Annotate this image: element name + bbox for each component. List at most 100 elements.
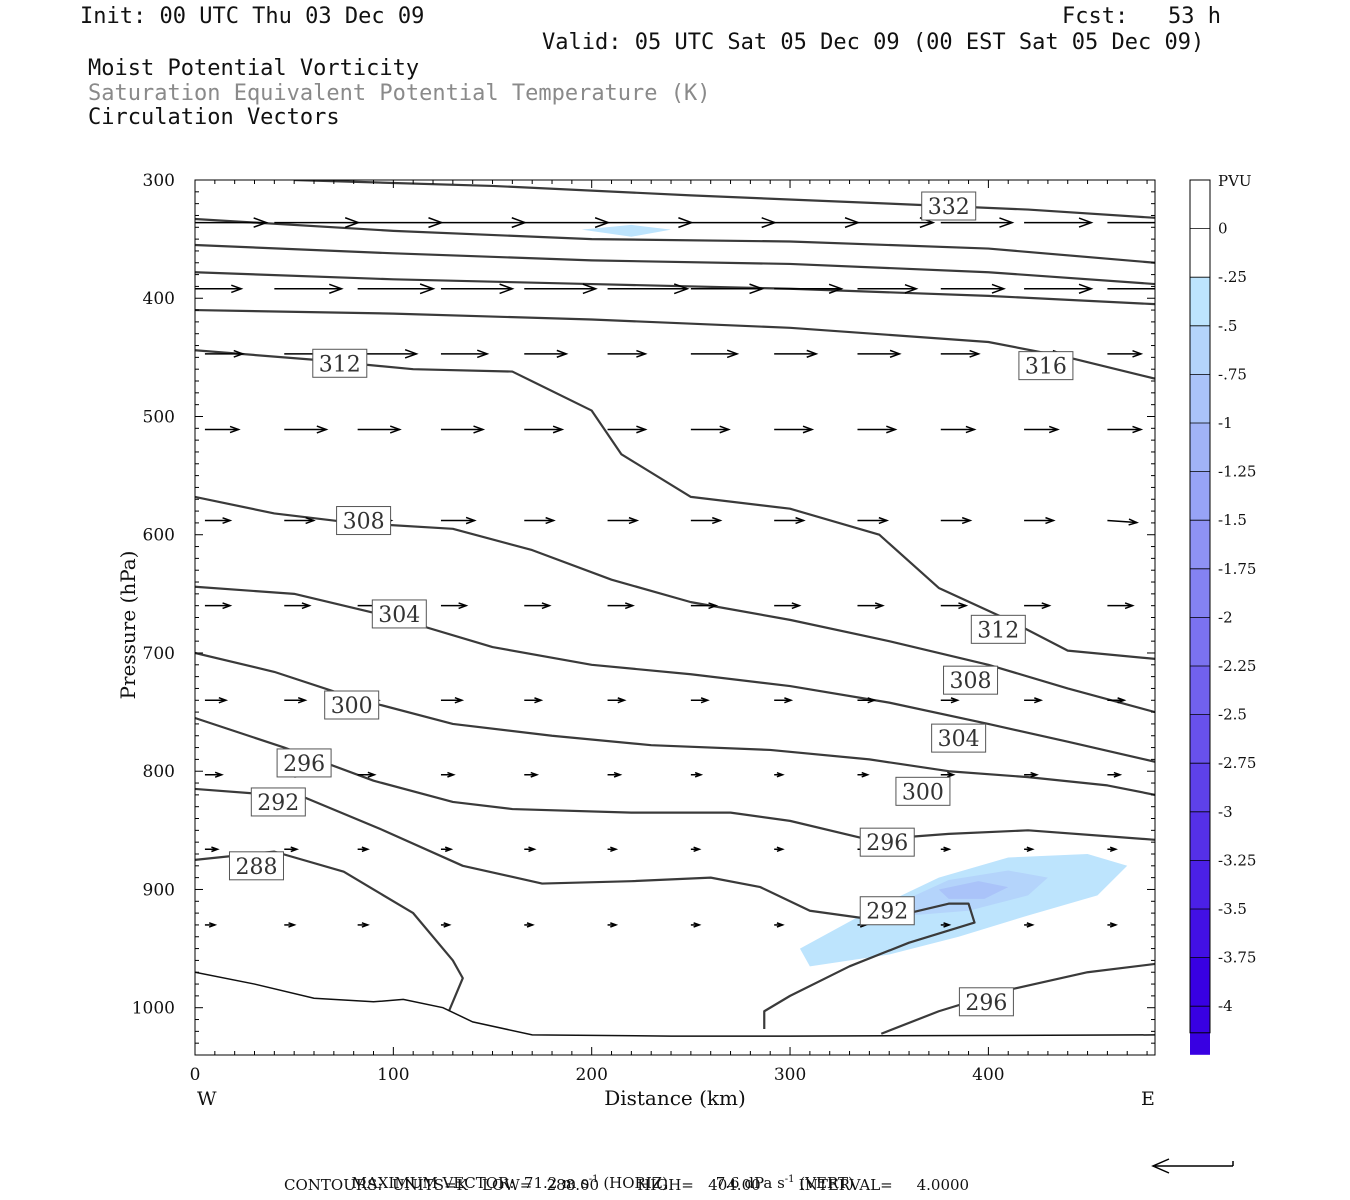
theta-contour-296 bbox=[195, 716, 1155, 841]
colorbar-swatch-15 bbox=[1190, 909, 1210, 958]
vector-r7-10 bbox=[1024, 771, 1039, 778]
vector-r6-7 bbox=[774, 697, 794, 704]
contour-label-304-box bbox=[371, 599, 427, 629]
vector-r5-7 bbox=[774, 602, 802, 610]
vector-r8-4 bbox=[524, 846, 537, 853]
vector-r1-6 bbox=[690, 283, 765, 295]
pv-region-7 bbox=[780, 1017, 929, 1037]
vector-r5-5 bbox=[607, 602, 635, 610]
cross-section-chart: 2882922922962963003003043043083083123123… bbox=[116, 171, 1256, 1110]
theta-contour-300 bbox=[195, 651, 1155, 796]
vector-r8-2 bbox=[357, 846, 370, 853]
contour-label2-332-box bbox=[921, 191, 977, 221]
theta-contour-328 bbox=[195, 217, 1155, 264]
vector-r7-2 bbox=[357, 771, 377, 778]
vector-r8-10 bbox=[1024, 846, 1035, 853]
vector-r3-2 bbox=[357, 425, 402, 434]
init-time: Init: 00 UTC Thu 03 Dec 09 bbox=[80, 4, 425, 29]
colorbar-swatch-13 bbox=[1190, 811, 1210, 861]
colorbar-label-0: 0 bbox=[1218, 220, 1228, 238]
reference-vector bbox=[1151, 1158, 1234, 1174]
y-tick-900: 900 bbox=[143, 880, 175, 900]
theta-contour-296b bbox=[880, 962, 1155, 1035]
vector-r9-3 bbox=[440, 922, 452, 928]
y-tick-800: 800 bbox=[143, 762, 175, 782]
colorbar-label-6: -1.5 bbox=[1218, 511, 1247, 529]
contour-info: CONTOURS: UNITS=K LOW= 288.00 HIGH= 404.… bbox=[284, 1176, 970, 1194]
theta-contour-304 bbox=[195, 585, 1155, 763]
vector-r7-0 bbox=[204, 771, 224, 778]
y-axis-label: Pressure (hPa) bbox=[116, 551, 140, 700]
x-tick-400: 400 bbox=[972, 1065, 1004, 1085]
vector-r7-5 bbox=[607, 771, 623, 778]
vector-r8-11 bbox=[1107, 846, 1118, 853]
vector-r9-11 bbox=[1107, 922, 1118, 928]
contour-label2-332: 332 bbox=[928, 195, 970, 220]
vector-r8-3 bbox=[440, 846, 454, 853]
vector-r8-1 bbox=[284, 846, 300, 853]
contour-label2-304: 304 bbox=[938, 727, 980, 752]
vector-r1-9 bbox=[940, 283, 1006, 294]
vector-r5-4 bbox=[524, 602, 552, 610]
x-tick-300: 300 bbox=[774, 1065, 806, 1085]
vector-r4-11 bbox=[1107, 518, 1139, 526]
vector-r3-10 bbox=[1024, 425, 1060, 434]
colorbar-label-8: -2 bbox=[1218, 608, 1233, 626]
valid-time: Valid: 05 UTC Sat 05 Dec 09 (00 EST Sat … bbox=[542, 30, 1205, 55]
east-label: E bbox=[1141, 1088, 1155, 1110]
horiz-label: (HORIZ) bbox=[603, 1174, 669, 1192]
vector-r4-5 bbox=[607, 516, 640, 525]
y-tick-1000: 1000 bbox=[132, 999, 175, 1019]
pv-region-10 bbox=[1117, 1019, 1155, 1034]
vector-r1-8 bbox=[857, 283, 919, 294]
vector-r3-9 bbox=[940, 425, 977, 434]
colorbar-swatch-14 bbox=[1190, 860, 1210, 909]
axes: 300 400 500 600 700 800 900 1000 0 100 200 300 400 bbox=[132, 171, 1155, 1085]
colorbar-swatch-5 bbox=[1190, 423, 1210, 472]
contour-label-312-box bbox=[312, 348, 368, 378]
colorbar-swatch-10 bbox=[1190, 666, 1210, 715]
colorbar-swatch-17 bbox=[1190, 1006, 1210, 1055]
vector-r5-6 bbox=[690, 602, 719, 610]
vector-r2-9 bbox=[940, 349, 981, 358]
max-vector-line: MAXIMUM VECTOR: 71.2 m s-1 (HORIZ) 7.6 d… bbox=[342, 1156, 854, 1192]
circulation-vectors bbox=[195, 217, 1155, 928]
contour-label-292: 292 bbox=[257, 791, 299, 816]
contour-label-296-surface: 296 bbox=[965, 991, 1007, 1016]
vector-r7-6 bbox=[690, 771, 704, 778]
vector-r9-7 bbox=[774, 922, 785, 928]
vector-r7-8 bbox=[857, 771, 870, 778]
vector-r3-11 bbox=[1107, 425, 1144, 434]
contour-label2-292: 292 bbox=[866, 900, 908, 925]
vector-r9-10 bbox=[1024, 922, 1035, 928]
colorbar-swatch-16 bbox=[1190, 957, 1210, 1007]
vector-r8-7 bbox=[774, 846, 785, 853]
vector-r4-0 bbox=[204, 517, 233, 524]
vector-r3-0 bbox=[204, 425, 241, 434]
colorbar-label-2: -.5 bbox=[1218, 317, 1237, 335]
vector-r1-5 bbox=[607, 283, 690, 295]
vector-r1-4 bbox=[524, 283, 598, 295]
theta-contour-324 bbox=[195, 243, 1155, 286]
contour-label-312: 312 bbox=[319, 352, 361, 377]
vector-r2-8 bbox=[857, 349, 902, 358]
contour-label-292-box bbox=[250, 787, 306, 817]
vector-r2-0 bbox=[204, 349, 245, 358]
vector-r2-7 bbox=[774, 349, 819, 358]
contour-label2-316-box bbox=[1018, 351, 1074, 381]
colorbar-label-10: -2.5 bbox=[1218, 706, 1247, 724]
vector-r8-6 bbox=[690, 846, 702, 853]
colorbar-swatch-4 bbox=[1190, 374, 1210, 423]
vector-r7-4 bbox=[524, 771, 540, 778]
vector-r3-8 bbox=[857, 425, 898, 434]
vector-r9-6 bbox=[690, 922, 702, 928]
colorbar-label-14: -3.5 bbox=[1218, 900, 1247, 918]
vector-r4-9 bbox=[940, 516, 973, 525]
vector-r6-3 bbox=[440, 696, 465, 704]
vector-r0-11 bbox=[1107, 218, 1155, 228]
vector-r9-1 bbox=[284, 922, 297, 928]
vector-r6-10 bbox=[1024, 697, 1044, 704]
vector-r1-11 bbox=[1107, 288, 1155, 290]
vector-r4-7 bbox=[774, 516, 806, 525]
max-vector-vert: 7.6 dPa s bbox=[715, 1174, 785, 1192]
